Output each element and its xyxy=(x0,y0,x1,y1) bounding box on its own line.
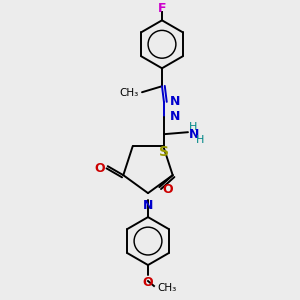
Text: O: O xyxy=(94,162,105,175)
Text: O: O xyxy=(162,183,173,196)
Text: O: O xyxy=(143,276,153,289)
Text: CH₃: CH₃ xyxy=(120,88,139,98)
Text: H: H xyxy=(189,122,197,132)
Text: CH₃: CH₃ xyxy=(157,283,176,293)
Text: F: F xyxy=(158,2,166,15)
Text: N: N xyxy=(143,199,153,212)
Text: N: N xyxy=(170,95,180,108)
Text: N: N xyxy=(170,110,180,123)
Text: S: S xyxy=(159,145,169,159)
Text: N: N xyxy=(189,128,199,141)
Text: H: H xyxy=(196,135,204,145)
